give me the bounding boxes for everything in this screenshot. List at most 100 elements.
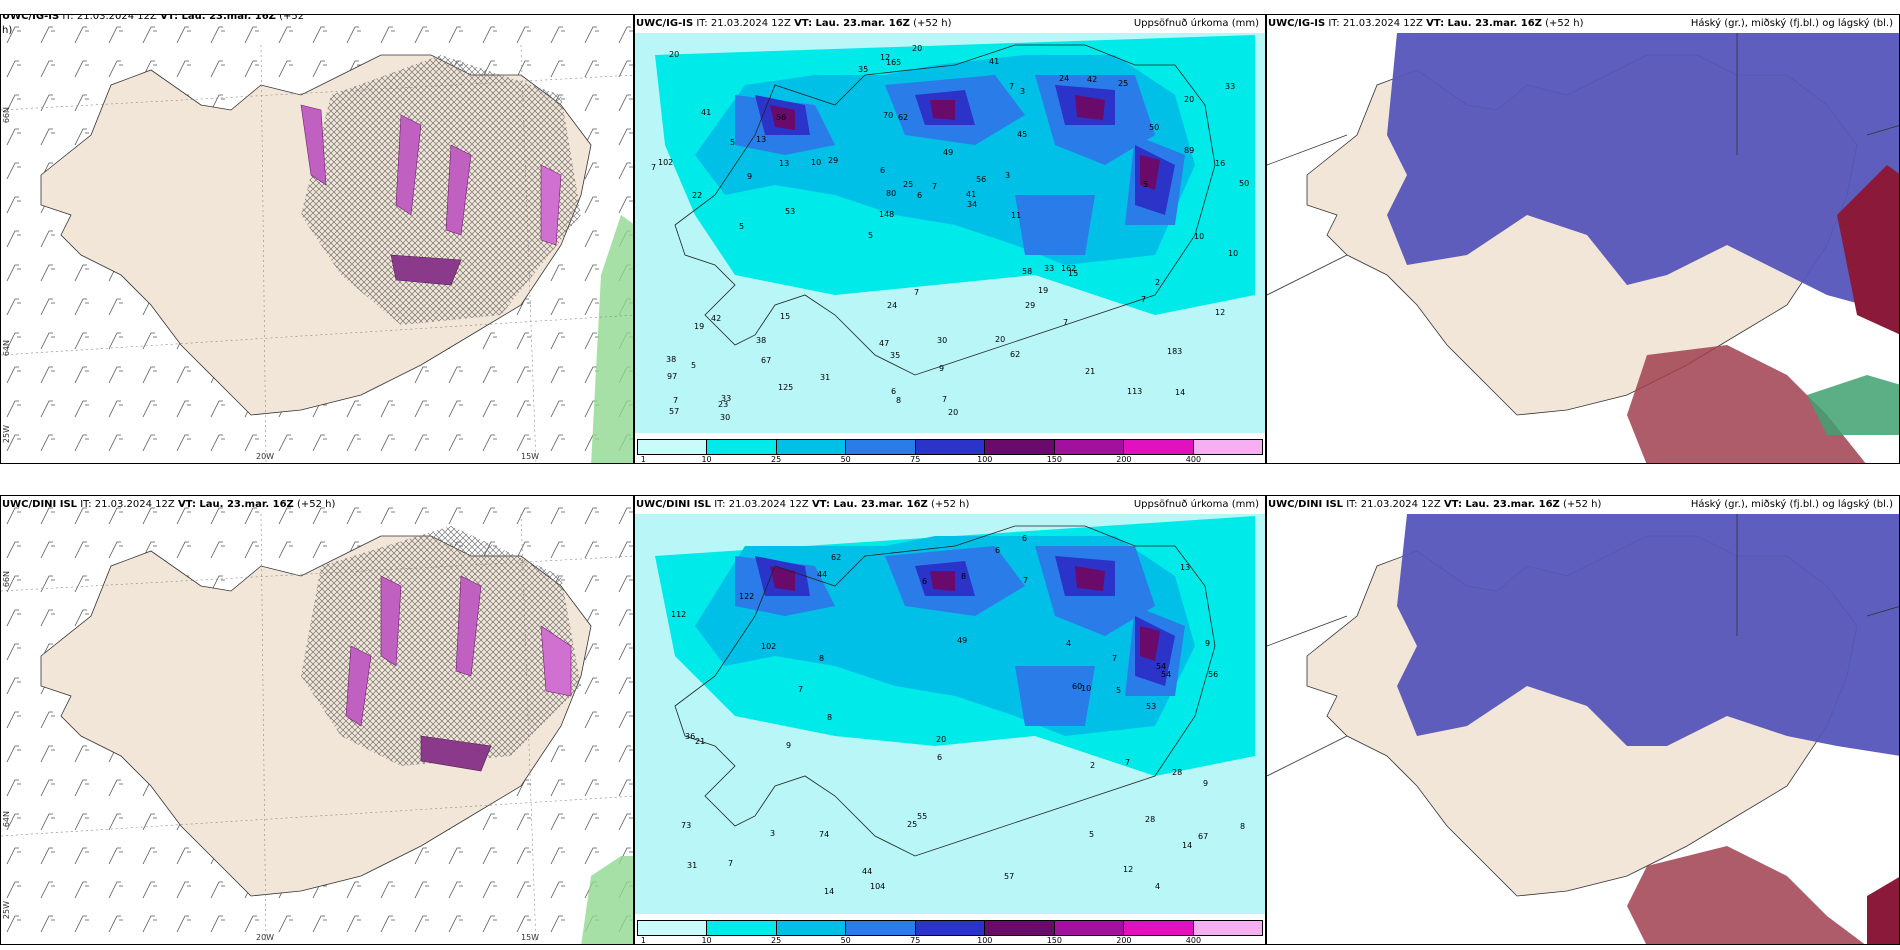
precip-value-labels: 1422205453370494229976762561541165505889… [651,44,1249,422]
precip-value-label: 162 [1061,264,1076,273]
colorbar-swatch [1193,440,1262,454]
precip-value-label: 5 [691,361,696,370]
precip-value-label: 60 [1072,682,1082,691]
precip-value-label: 9 [939,364,944,373]
precip-value-label: 41 [701,108,711,117]
precip-value-label: 47 [879,339,889,348]
lead-time: (+52 h) [930,499,970,510]
precip-value-label: 73 [681,821,691,830]
panel-header: UWC/DINI ISL IT: 21.03.2024 12Z VT: Lau.… [636,497,1261,513]
snow-hatch [301,55,581,325]
panel-wind-igis: UWC/IG-IS IT: 21.03.2024 12Z VT: Lau. 23… [0,14,634,464]
colorbar-tick: 25 [771,455,782,464]
precip-value-label: 35 [858,65,868,74]
precip-value-label: 4 [1155,882,1160,891]
precip-value-label: 29 [828,156,838,165]
colorbar-tick: 50 [840,455,851,464]
init-time: IT: 21.03.2024 12Z [696,18,791,29]
lat-label: 25W [2,901,11,920]
precip-value-label: 28 [1172,768,1182,777]
precip-value-label: 10 [1194,232,1204,241]
lead-time: (+52 [279,14,305,22]
precip-value-label: 21 [1085,367,1095,376]
precip-value-label: 34 [967,200,977,209]
panel-header-wrap: h) [2,23,629,39]
colorbar-swatch [915,921,986,935]
precip-value-label: 7 [1125,758,1130,767]
precip-value-label: 6 [917,191,922,200]
precip-value-label: 7 [1063,318,1068,327]
precip-value-label: 33 [1044,264,1054,273]
precip-value-label: 70 [883,111,893,120]
init-time: IT: 21.03.2024 12Z [62,14,157,22]
precip-value-label: 56 [1208,670,1218,679]
precip-value-label: 9 [747,172,752,181]
colorbar-tick: 150 [1046,936,1062,945]
precip-map: 1422205453370494229976762561541165505889… [635,33,1265,433]
precip-value-label: 6 [922,577,927,586]
graticule [1267,33,1899,296]
precip-value-label: 44 [817,570,827,579]
precip-value-label: 62 [898,113,908,122]
colorbar-tick: 100 [977,936,993,945]
precip-value-label: 6 [1022,534,1027,543]
colorbar-tick: 150 [1046,455,1062,464]
precip-value-label: 38 [666,355,676,364]
precip-value-label: 9 [1205,639,1210,648]
valid-time: VT: Lau. 23.mar. 16Z [1443,499,1560,510]
precip-value-label: 28 [1145,815,1155,824]
precip-value-label: 67 [761,356,771,365]
precip-area [390,254,462,286]
precip-value-label: 6 [880,166,885,175]
precip-value-label: 80 [886,189,896,198]
colorbar-swatch [1054,921,1125,935]
precip-value-label: 5 [868,231,873,240]
colorbar-swatch [985,440,1055,454]
precip-value-label: 7 [1141,295,1146,304]
colorbar-tick: 10 [701,936,712,945]
colorbar-tick: 75 [910,455,921,464]
precip-value-label: 29 [1025,301,1035,310]
precip-value-label: 7 [1009,82,1014,91]
colorbar-tick: 1 [640,455,646,464]
precip-value-label: 7 [798,685,803,694]
colorbar-tick: 25 [771,936,782,945]
lat-label: 25W [2,425,11,444]
lon-label: 20W [256,452,275,461]
precip-value-label: 14 [1182,841,1192,850]
colorbar-swatch [1124,921,1194,935]
precip-value-label: 10 [1081,684,1091,693]
colorbar-swatch [707,440,777,454]
graticule [1267,514,1899,777]
valid-time: VT: Lau. 23.mar. 16Z [794,18,910,29]
precip-value-label: 49 [957,636,967,645]
precip-area [345,645,372,727]
model-name: UWC/DINI ISL [636,499,712,510]
precip-value-label: 58 [1022,267,1032,276]
colorbar-swatch [846,440,916,454]
precip-value-label: 8 [827,713,832,722]
mid-cloud [1397,514,1899,756]
precip-value-label: 62 [1010,350,1020,359]
precip-value-label: 15 [1068,269,1078,278]
precip-value-label: 5 [739,222,744,231]
lead-time-wrap: h) [2,25,13,36]
precip-area [380,575,402,667]
graticule [260,44,267,463]
lon-label: 15W [521,452,540,461]
field-title: Háský (gr.), miðský (fj.bl.) og lágský (… [1690,499,1893,510]
colorbar-swatch [1124,440,1194,454]
precip-value-label: 41 [989,57,999,66]
precip-value-label: 5 [1143,180,1148,189]
colorbar-swatch [776,921,847,935]
precip-value-label: 10 [811,158,821,167]
colorbar-tick: 1 [640,936,646,945]
precip-value-label: 183 [1167,347,1182,356]
precip-value-label: 7 [1112,654,1117,663]
colorbar-swatch [707,921,777,935]
lead-time: (+52 h) [1562,499,1602,510]
colorbar-tick: 400 [1185,455,1202,464]
precip-value-label: 7 [651,163,656,172]
precip-value-label: 35 [890,351,900,360]
precip-value-label: 122 [739,592,754,601]
